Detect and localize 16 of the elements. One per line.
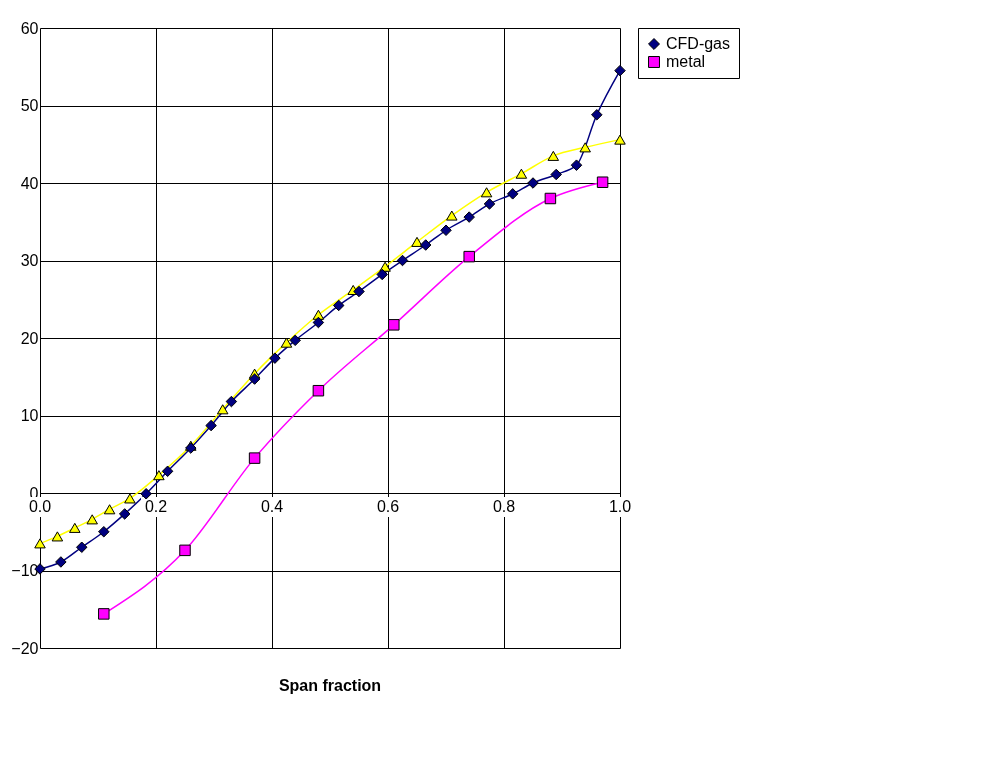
x-axis-title: Span fraction: [278, 677, 382, 694]
y-tick-label: −20: [11, 639, 39, 657]
legend-label: CFD-gas: [666, 35, 731, 52]
x-tick-label: 1.0: [608, 498, 632, 515]
y-tick-label: 20: [20, 329, 39, 347]
x-tick-label: 0.4: [260, 498, 284, 515]
x-tick-label: 0.0: [28, 498, 52, 515]
x-tick-label: 0.6: [376, 498, 400, 515]
y-tick-label: 60: [20, 19, 39, 37]
legend-label: metal: [666, 53, 706, 70]
y-tick-label: 30: [20, 252, 39, 269]
x-tick-label: 0.2: [144, 498, 168, 515]
y-tick-label: 10: [20, 407, 39, 424]
y-tick-label: 50: [20, 97, 39, 114]
y-tick-label: 40: [20, 174, 39, 192]
x-tick-label: 0.8: [492, 498, 516, 515]
